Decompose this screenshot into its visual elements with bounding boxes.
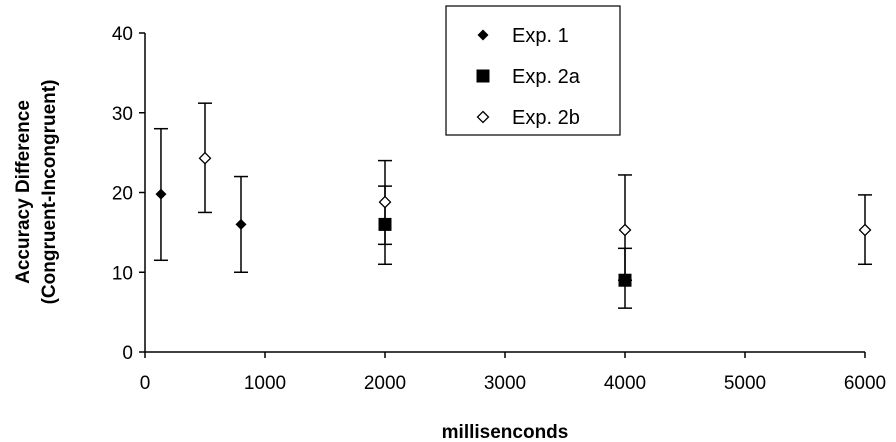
legend-label: Exp. 1 xyxy=(512,25,569,47)
y-axis-title-line-1: Accuracy Difference xyxy=(13,100,34,284)
legend-label: Exp. 2b xyxy=(512,107,580,129)
axes: 0 10 20 30 40 0 1000 2000 3000 4000 5000 6000 xyxy=(112,24,886,394)
chart-marks xyxy=(153,102,872,309)
data-point xyxy=(858,223,872,237)
legend-box xyxy=(445,5,621,136)
x-tick-label: 1000 xyxy=(244,373,286,394)
data-point xyxy=(198,151,212,165)
series-group xyxy=(378,185,632,309)
x-tick-label: 5000 xyxy=(724,373,766,394)
data-point xyxy=(235,218,247,230)
legend-marker xyxy=(477,29,489,41)
y-tick-label: 30 xyxy=(112,104,133,125)
y-axis-title-line-2: (Congruent-Incongruent) xyxy=(39,80,60,305)
legend: Exp. 1 Exp. 2a Exp. 2b xyxy=(445,5,621,136)
y-axis-title: Accuracy Difference (Congruent-Incongrue… xyxy=(13,80,60,305)
x-tick-label: 4000 xyxy=(604,373,646,394)
data-point xyxy=(378,195,392,209)
data-point xyxy=(618,223,632,237)
x-axis-title: millisenconds xyxy=(442,422,569,442)
y-tick-label: 0 xyxy=(122,343,133,364)
x-tick-label: 6000 xyxy=(844,373,886,394)
data-point xyxy=(155,188,167,200)
y-tick-label: 20 xyxy=(112,184,133,205)
x-tick-label: 0 xyxy=(140,373,151,394)
legend-marker xyxy=(476,69,490,83)
y-tick-label: 10 xyxy=(112,263,133,284)
x-tick-label: 3000 xyxy=(484,373,526,394)
series-group xyxy=(198,102,872,281)
x-tick-label: 2000 xyxy=(364,373,406,394)
legend-marker xyxy=(476,110,490,124)
legend-label: Exp. 2a xyxy=(512,66,581,88)
series-group xyxy=(153,127,248,273)
y-tick-label: 40 xyxy=(112,24,133,45)
